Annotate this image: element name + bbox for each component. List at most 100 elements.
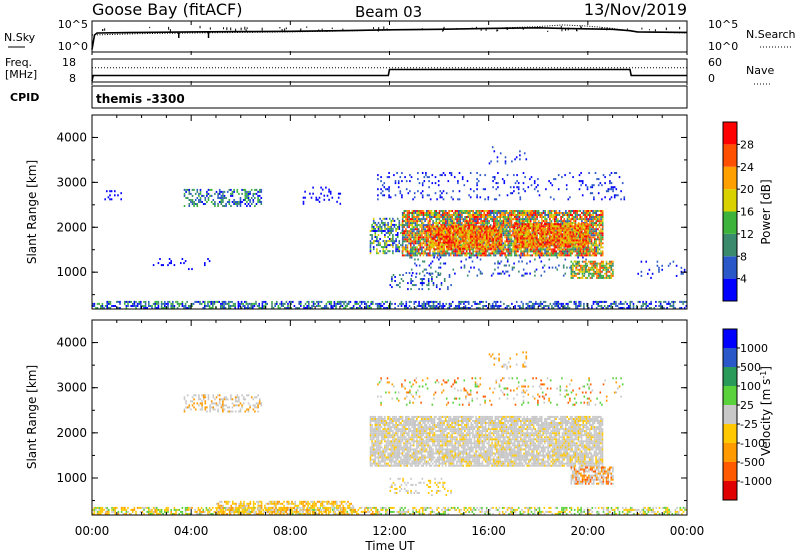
power-cell bbox=[480, 238, 482, 240]
power-cell bbox=[500, 234, 502, 236]
power-cell bbox=[120, 198, 122, 200]
power-cell bbox=[423, 230, 425, 232]
power-cell bbox=[256, 203, 258, 205]
power-cell bbox=[576, 225, 578, 227]
power-cell bbox=[574, 235, 576, 237]
power-cell bbox=[549, 252, 551, 254]
power-cell bbox=[387, 236, 389, 238]
power-cell bbox=[549, 246, 551, 248]
power-cell bbox=[213, 199, 215, 201]
power-cell bbox=[592, 254, 594, 256]
power-cell bbox=[538, 227, 540, 229]
power-cell bbox=[449, 238, 451, 240]
power-cell bbox=[420, 248, 422, 250]
power-cell bbox=[519, 214, 521, 216]
power-cell bbox=[158, 305, 160, 307]
power-cell bbox=[238, 203, 240, 205]
power-cell bbox=[454, 226, 456, 228]
power-cell bbox=[261, 189, 263, 191]
power-cell bbox=[498, 252, 500, 254]
power-cell bbox=[486, 242, 488, 244]
power-cell bbox=[380, 303, 382, 305]
power-cell bbox=[495, 218, 497, 220]
power-cell bbox=[453, 250, 455, 252]
power-cell bbox=[460, 236, 462, 238]
power-cell bbox=[257, 199, 259, 201]
power-cell bbox=[555, 225, 557, 227]
power-cell bbox=[587, 239, 589, 241]
power-cell bbox=[470, 267, 472, 269]
power-cell bbox=[438, 240, 440, 242]
power-cell bbox=[515, 235, 517, 237]
power-cell bbox=[420, 234, 422, 236]
power-cell bbox=[472, 246, 474, 248]
power-cell bbox=[518, 235, 520, 237]
power-cell bbox=[524, 254, 526, 256]
power-cell bbox=[476, 242, 478, 244]
power-cell bbox=[562, 254, 564, 256]
power-cell bbox=[536, 239, 538, 241]
power-cell bbox=[421, 230, 423, 232]
power-cell bbox=[431, 280, 433, 282]
power-cell bbox=[439, 212, 441, 214]
power-cell bbox=[515, 241, 517, 243]
power-cell bbox=[397, 228, 399, 230]
power-cell bbox=[559, 252, 561, 254]
power-cell bbox=[524, 252, 526, 254]
power-cell bbox=[526, 243, 528, 245]
power-cell bbox=[588, 252, 590, 254]
power-cell bbox=[324, 199, 326, 201]
power-cell bbox=[497, 230, 499, 232]
power-cell bbox=[386, 228, 388, 230]
power-cell bbox=[486, 246, 488, 248]
power-cell bbox=[469, 214, 471, 216]
power-cell bbox=[247, 303, 249, 305]
power-cell bbox=[389, 238, 391, 240]
power-cell bbox=[488, 222, 490, 224]
power-cell bbox=[364, 303, 366, 305]
power-cell bbox=[549, 243, 551, 245]
power-cell bbox=[526, 229, 528, 231]
power-cell bbox=[465, 244, 467, 246]
power-cell bbox=[499, 234, 501, 236]
power-cell bbox=[482, 250, 484, 252]
power-cell bbox=[484, 214, 486, 216]
power-cell bbox=[532, 216, 534, 218]
power-cell bbox=[439, 303, 441, 305]
power-cell bbox=[186, 301, 188, 303]
power-cell bbox=[549, 225, 551, 227]
power-cell bbox=[373, 218, 375, 220]
power-cell bbox=[424, 214, 426, 216]
power-cell bbox=[455, 305, 457, 307]
power-cell bbox=[440, 232, 442, 234]
power-cell bbox=[571, 225, 573, 227]
power-cell bbox=[404, 236, 406, 238]
power-cell bbox=[401, 305, 403, 307]
power-cell bbox=[224, 195, 226, 197]
power-cell bbox=[248, 195, 250, 197]
power-cell bbox=[249, 205, 251, 207]
power-cell bbox=[506, 228, 508, 230]
power-cell bbox=[524, 248, 526, 250]
power-cell bbox=[378, 244, 380, 246]
power-cell bbox=[515, 223, 517, 225]
power-cell bbox=[599, 226, 601, 228]
power-cell bbox=[381, 228, 383, 230]
power-cell bbox=[497, 305, 499, 307]
power-cell bbox=[522, 254, 524, 256]
power-cell bbox=[504, 228, 506, 230]
power-cell bbox=[337, 303, 339, 305]
power-cell bbox=[416, 273, 418, 275]
power-cell bbox=[448, 238, 450, 240]
power-cell bbox=[426, 216, 428, 218]
power-cell bbox=[319, 305, 321, 307]
power-cell bbox=[411, 269, 413, 271]
power-cell bbox=[591, 224, 593, 226]
power-cell bbox=[413, 216, 415, 218]
power-cell bbox=[432, 220, 434, 222]
power-cell bbox=[397, 246, 399, 248]
power-cell bbox=[665, 301, 667, 303]
power-cell bbox=[417, 305, 419, 307]
power-cell bbox=[350, 301, 352, 303]
power-cell bbox=[426, 236, 428, 238]
